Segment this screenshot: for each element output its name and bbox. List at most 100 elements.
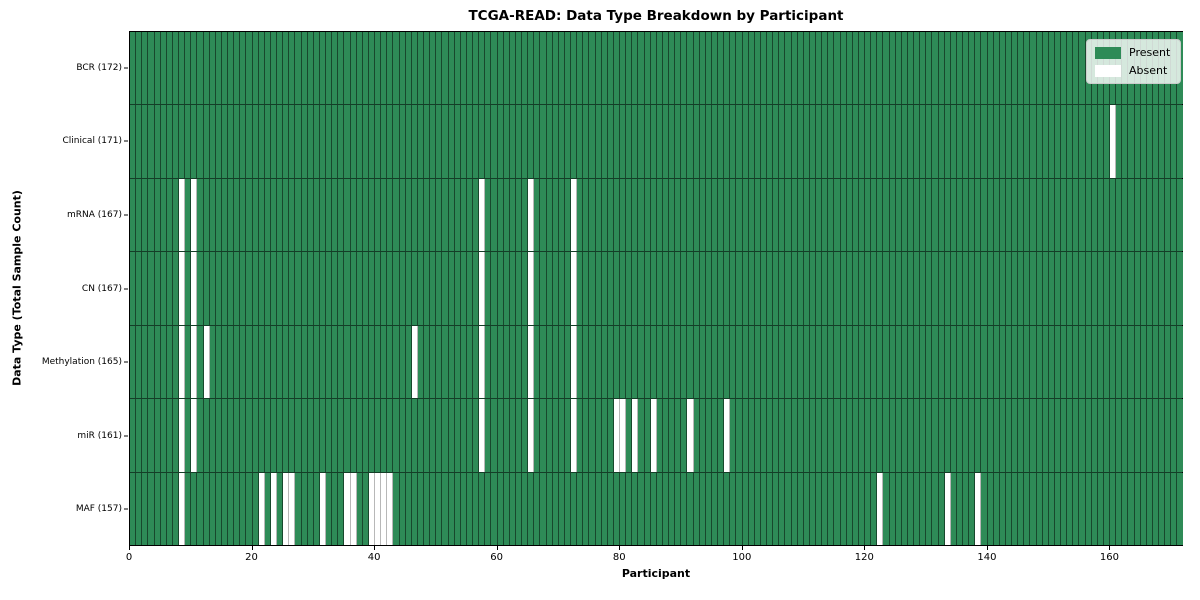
cell-present [1134,325,1141,399]
cell-present [552,399,559,472]
cell-present [270,252,277,325]
cell-present [356,325,363,399]
cell-present [1024,472,1031,545]
cell-present [448,178,455,252]
x-tick-mark [251,546,253,550]
cell-present [246,178,253,252]
cell-present [773,105,780,178]
cell-present [1171,325,1178,399]
cell-present [754,32,761,105]
cell-present [148,399,155,472]
cell-present [552,252,559,325]
cell-present [1091,399,1098,472]
cell-present [920,252,927,325]
cell-present [1171,399,1178,472]
cell-present [307,32,314,105]
cell-present [803,252,810,325]
cell-present [228,325,235,399]
cell-present [436,399,443,472]
cell-present [136,399,143,472]
cell-present [546,32,553,105]
cell-present [1165,252,1172,325]
cell-present [142,325,149,399]
cell-present [926,399,933,472]
cell-present [160,472,167,545]
cell-present [1140,325,1147,399]
cell-present [1085,472,1092,545]
cell-present [319,178,326,252]
cell-present [1012,325,1019,399]
cell-present [999,325,1006,399]
cell-present [1079,325,1086,399]
cell-present [803,178,810,252]
cell-present [644,178,651,252]
cell-present [436,32,443,105]
cell-present [1085,105,1092,178]
cell-present [644,399,651,472]
cell-present [791,399,798,472]
cell-present [644,252,651,325]
cell-present [546,252,553,325]
cell-present [920,472,927,545]
cell-present [938,472,945,545]
cell-present [607,325,614,399]
cell-present [411,32,418,105]
cell-present [601,178,608,252]
cell-present [626,32,633,105]
cell-present [528,32,535,105]
cell-present [767,105,774,178]
cell-present [405,325,412,399]
cell-present [362,399,369,472]
cell-present [871,32,878,105]
cell-present [289,32,296,105]
cell-present [264,472,271,545]
cell-present [632,178,639,252]
cell-present [840,32,847,105]
cell-present [564,472,571,545]
cell-present [283,105,290,178]
cell-present [1171,472,1178,545]
cell-present [172,178,179,252]
cell-present [179,105,186,178]
cell-present [1073,32,1080,105]
cell-present [1079,252,1086,325]
cell-present [552,472,559,545]
cell-present [522,472,529,545]
cell-present [816,399,823,472]
cell-present [834,252,841,325]
cell-present [368,325,375,399]
y-axis-label: Data Type (Total Sample Count) [10,190,24,386]
cell-present [301,32,308,105]
cell-absent [179,472,186,545]
cell-present [191,472,198,545]
cell-present [901,178,908,252]
cell-present [883,252,890,325]
cell-present [466,105,473,178]
cell-present [956,105,963,178]
cell-present [865,472,872,545]
cell-present [675,252,682,325]
cell-present [485,399,492,472]
cell-present [871,178,878,252]
cell-present [963,325,970,399]
cell-present [1079,399,1086,472]
y-tick-mark [124,508,128,510]
cell-present [558,252,565,325]
cell-present [277,472,284,545]
cell-present [999,178,1006,252]
cell-present [889,252,896,325]
cell-present [301,325,308,399]
cell-present [754,325,761,399]
cell-present [166,105,173,178]
cell-present [1146,252,1153,325]
cell-present [246,399,253,472]
cell-present [221,399,228,472]
cell-present [430,472,437,545]
cell-absent [270,472,277,545]
cell-present [240,105,247,178]
cell-present [313,472,320,545]
cell-present [760,399,767,472]
cell-present [889,399,896,472]
cell-present [699,252,706,325]
cell-present [1085,325,1092,399]
